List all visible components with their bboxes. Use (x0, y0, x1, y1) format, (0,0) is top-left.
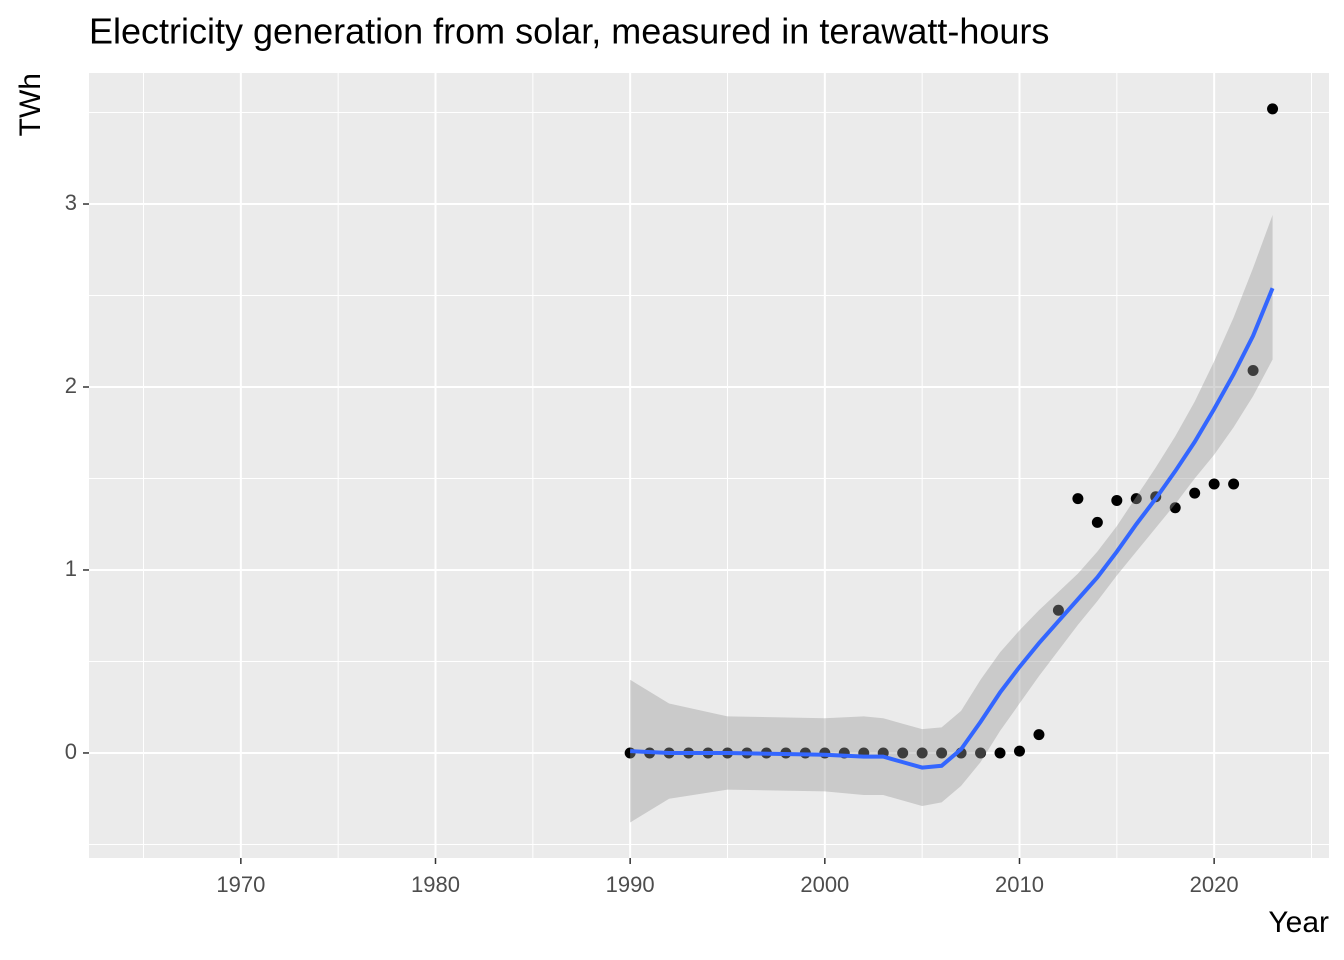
data-point (1111, 494, 1123, 506)
data-point (897, 747, 909, 759)
data-point (1013, 745, 1025, 757)
chart-title: Electricity generation from solar, measu… (89, 11, 1049, 52)
data-point (936, 747, 948, 759)
data-point (1267, 103, 1279, 115)
data-point (1208, 478, 1220, 490)
data-point (1247, 365, 1259, 377)
y-tick-label: 0 (65, 739, 77, 764)
x-tick-label: 2020 (1190, 872, 1239, 897)
data-point (1072, 493, 1084, 505)
smooth-line (630, 287, 1275, 770)
x-tick-label: 1970 (216, 872, 265, 897)
y-tick-label: 3 (65, 190, 77, 215)
x-tick-label: 1990 (606, 872, 655, 897)
y-tick-label: 2 (65, 373, 77, 398)
data-point (994, 747, 1006, 759)
x-tick-label: 1980 (411, 872, 460, 897)
y-tick-label: 1 (65, 556, 77, 581)
data-point (1052, 604, 1064, 616)
data-point (1189, 487, 1201, 499)
y-axis-title: TWh (14, 73, 47, 136)
data-point (916, 747, 928, 759)
data-point (1228, 478, 1240, 490)
data-point (1169, 502, 1181, 514)
data-point (975, 747, 987, 759)
data-point (1130, 493, 1142, 505)
data-point (1033, 729, 1045, 741)
confidence-band (630, 214, 1273, 823)
x-axis-title: Year (1268, 906, 1329, 939)
x-tick-label: 2000 (800, 872, 849, 897)
x-tick-label: 2010 (995, 872, 1044, 897)
data-point (1091, 516, 1103, 528)
